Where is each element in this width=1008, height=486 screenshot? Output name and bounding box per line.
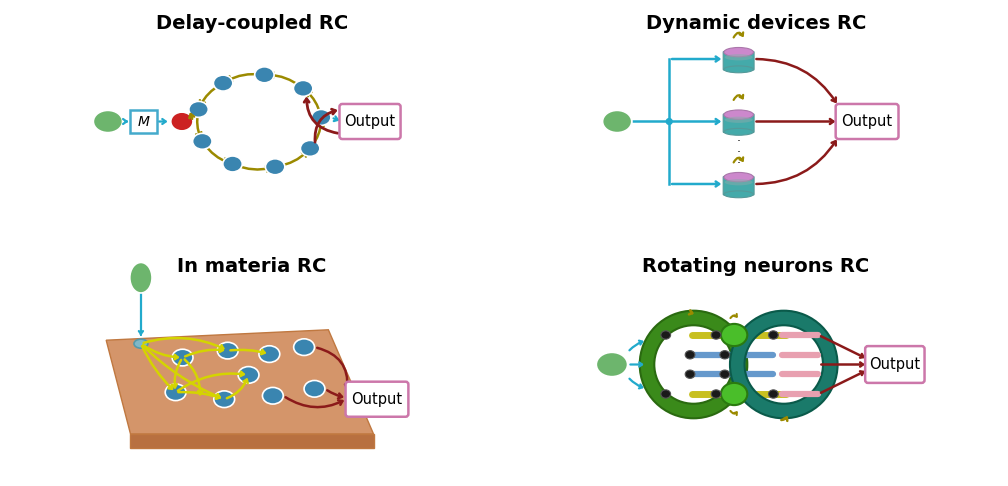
Text: Rotating neurons RC: Rotating neurons RC xyxy=(642,257,870,276)
Ellipse shape xyxy=(724,173,753,182)
Ellipse shape xyxy=(214,391,235,408)
Ellipse shape xyxy=(255,67,274,83)
Ellipse shape xyxy=(685,350,695,359)
Ellipse shape xyxy=(265,159,285,175)
Ellipse shape xyxy=(170,112,193,131)
Ellipse shape xyxy=(721,383,747,405)
Ellipse shape xyxy=(768,331,778,339)
Ellipse shape xyxy=(193,133,212,149)
Ellipse shape xyxy=(597,352,628,377)
Ellipse shape xyxy=(218,342,238,359)
Text: Dynamic devices RC: Dynamic devices RC xyxy=(646,14,866,33)
Ellipse shape xyxy=(768,390,778,398)
Text: Output: Output xyxy=(842,114,893,129)
FancyBboxPatch shape xyxy=(130,110,157,133)
Ellipse shape xyxy=(725,54,753,60)
Ellipse shape xyxy=(724,128,753,135)
Ellipse shape xyxy=(712,390,721,398)
FancyBboxPatch shape xyxy=(340,104,400,139)
Ellipse shape xyxy=(720,370,730,379)
FancyBboxPatch shape xyxy=(723,114,754,133)
Text: In materia RC: In materia RC xyxy=(177,257,327,276)
Text: Output: Output xyxy=(345,114,395,129)
Ellipse shape xyxy=(725,179,753,185)
Ellipse shape xyxy=(311,109,331,125)
Ellipse shape xyxy=(725,117,753,123)
Ellipse shape xyxy=(724,48,753,57)
Ellipse shape xyxy=(712,331,721,339)
FancyBboxPatch shape xyxy=(723,52,754,70)
Ellipse shape xyxy=(661,331,670,339)
Text: Delay-coupled RC: Delay-coupled RC xyxy=(156,14,348,33)
Ellipse shape xyxy=(685,370,695,379)
Polygon shape xyxy=(130,434,374,448)
FancyBboxPatch shape xyxy=(346,382,408,417)
Ellipse shape xyxy=(262,387,283,404)
Ellipse shape xyxy=(259,346,280,363)
Text: $M$: $M$ xyxy=(137,115,150,128)
Ellipse shape xyxy=(300,140,320,156)
Ellipse shape xyxy=(165,384,186,400)
Ellipse shape xyxy=(188,102,209,117)
Ellipse shape xyxy=(238,366,259,383)
Ellipse shape xyxy=(214,75,233,91)
Ellipse shape xyxy=(720,350,730,359)
Ellipse shape xyxy=(134,339,148,348)
Ellipse shape xyxy=(661,390,670,398)
FancyBboxPatch shape xyxy=(836,104,898,139)
Ellipse shape xyxy=(293,80,312,96)
Ellipse shape xyxy=(724,110,753,120)
Ellipse shape xyxy=(724,191,753,198)
Polygon shape xyxy=(106,330,374,434)
Ellipse shape xyxy=(721,324,747,346)
FancyBboxPatch shape xyxy=(723,176,754,195)
Ellipse shape xyxy=(293,339,314,355)
Text: ·
·
·: · · · xyxy=(737,135,741,170)
Text: Output: Output xyxy=(869,357,920,372)
Ellipse shape xyxy=(666,119,672,124)
Ellipse shape xyxy=(172,349,193,366)
FancyBboxPatch shape xyxy=(865,346,924,383)
Ellipse shape xyxy=(94,110,123,133)
Ellipse shape xyxy=(223,156,242,172)
Ellipse shape xyxy=(130,262,152,293)
Ellipse shape xyxy=(724,66,753,73)
Ellipse shape xyxy=(603,110,632,133)
Text: Output: Output xyxy=(352,392,402,407)
Ellipse shape xyxy=(304,381,325,397)
